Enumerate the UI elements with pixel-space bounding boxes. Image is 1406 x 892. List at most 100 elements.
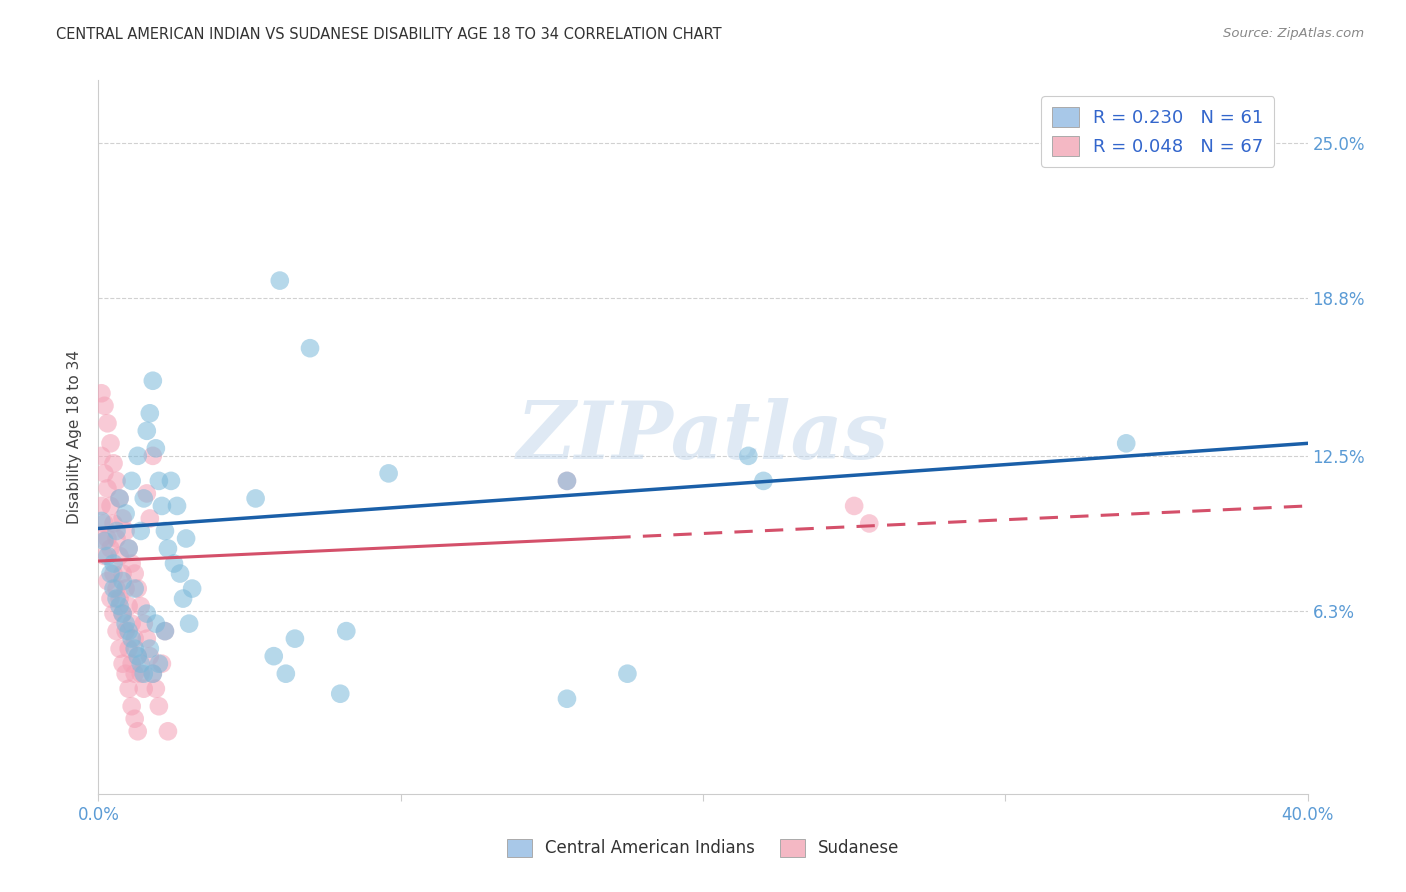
Point: [100, 566, 122, 581]
Point: [135, 632, 157, 646]
Point: [121, 474, 143, 488]
Point: [129, 657, 152, 671]
Point: [100, 541, 122, 556]
Point: [169, 566, 191, 581]
Point: [335, 624, 357, 639]
Point: [179, 616, 201, 631]
Point: [172, 591, 194, 606]
Point: [163, 557, 186, 571]
Point: [153, 624, 176, 639]
Point: [114, 582, 136, 596]
Point: [142, 374, 165, 388]
Point: [156, 541, 179, 556]
Point: [93, 533, 115, 548]
Point: [90, 514, 112, 528]
Point: [174, 532, 197, 546]
Point: [139, 511, 162, 525]
Point: [124, 641, 146, 656]
Point: [135, 607, 157, 621]
Point: [263, 649, 285, 664]
Point: [132, 666, 155, 681]
Point: [127, 449, 149, 463]
Point: [96, 417, 118, 431]
Point: [139, 641, 162, 656]
Point: [111, 511, 134, 525]
Point: [118, 541, 141, 556]
Point: [139, 406, 162, 420]
Point: [145, 616, 167, 631]
Point: [124, 566, 146, 581]
Point: [135, 486, 157, 500]
Point: [111, 607, 134, 621]
Point: [132, 616, 155, 631]
Point: [105, 524, 128, 538]
Point: [118, 599, 141, 613]
Point: [139, 649, 162, 664]
Text: Source: ZipAtlas.com: Source: ZipAtlas.com: [1223, 27, 1364, 40]
Point: [105, 624, 128, 639]
Point: [127, 582, 149, 596]
Point: [166, 499, 188, 513]
Point: [93, 467, 115, 481]
Point: [858, 516, 880, 531]
Point: [148, 657, 170, 671]
Point: [96, 482, 118, 496]
Point: [1115, 436, 1137, 450]
Point: [105, 582, 128, 596]
Point: [105, 474, 128, 488]
Point: [124, 666, 146, 681]
Point: [90, 499, 112, 513]
Point: [90, 386, 112, 401]
Point: [103, 566, 125, 581]
Text: CENTRAL AMERICAN INDIAN VS SUDANESE DISABILITY AGE 18 TO 34 CORRELATION CHART: CENTRAL AMERICAN INDIAN VS SUDANESE DISA…: [56, 27, 721, 42]
Point: [274, 666, 297, 681]
Point: [111, 574, 134, 588]
Point: [121, 657, 143, 671]
Point: [148, 699, 170, 714]
Point: [121, 632, 143, 646]
Text: ZIPatlas: ZIPatlas: [517, 399, 889, 475]
Point: [96, 549, 118, 563]
Point: [103, 557, 125, 571]
Point: [111, 657, 134, 671]
Point: [114, 616, 136, 631]
Point: [844, 499, 866, 513]
Point: [118, 681, 141, 696]
Point: [329, 687, 352, 701]
Point: [181, 582, 204, 596]
Point: [93, 516, 115, 531]
Point: [100, 436, 122, 450]
Point: [132, 681, 155, 696]
Point: [153, 624, 176, 639]
Point: [111, 566, 134, 581]
Point: [284, 632, 307, 646]
Point: [90, 449, 112, 463]
Point: [96, 574, 118, 588]
Point: [108, 641, 131, 656]
Point: [555, 691, 578, 706]
Point: [245, 491, 267, 506]
Point: [142, 666, 165, 681]
Point: [269, 274, 291, 288]
Point: [114, 624, 136, 639]
Point: [118, 541, 141, 556]
Point: [129, 599, 152, 613]
Point: [616, 666, 638, 681]
Point: [555, 474, 578, 488]
Point: [124, 582, 146, 596]
Legend: Central American Indians, Sudanese: Central American Indians, Sudanese: [501, 832, 905, 864]
Point: [160, 474, 183, 488]
Point: [555, 474, 578, 488]
Point: [124, 712, 146, 726]
Point: [118, 624, 141, 639]
Point: [377, 467, 399, 481]
Point: [299, 341, 322, 355]
Point: [100, 499, 122, 513]
Point: [105, 591, 128, 606]
Point: [108, 599, 131, 613]
Point: [127, 724, 149, 739]
Point: [100, 591, 122, 606]
Point: [752, 474, 775, 488]
Point: [93, 549, 115, 563]
Point: [121, 557, 143, 571]
